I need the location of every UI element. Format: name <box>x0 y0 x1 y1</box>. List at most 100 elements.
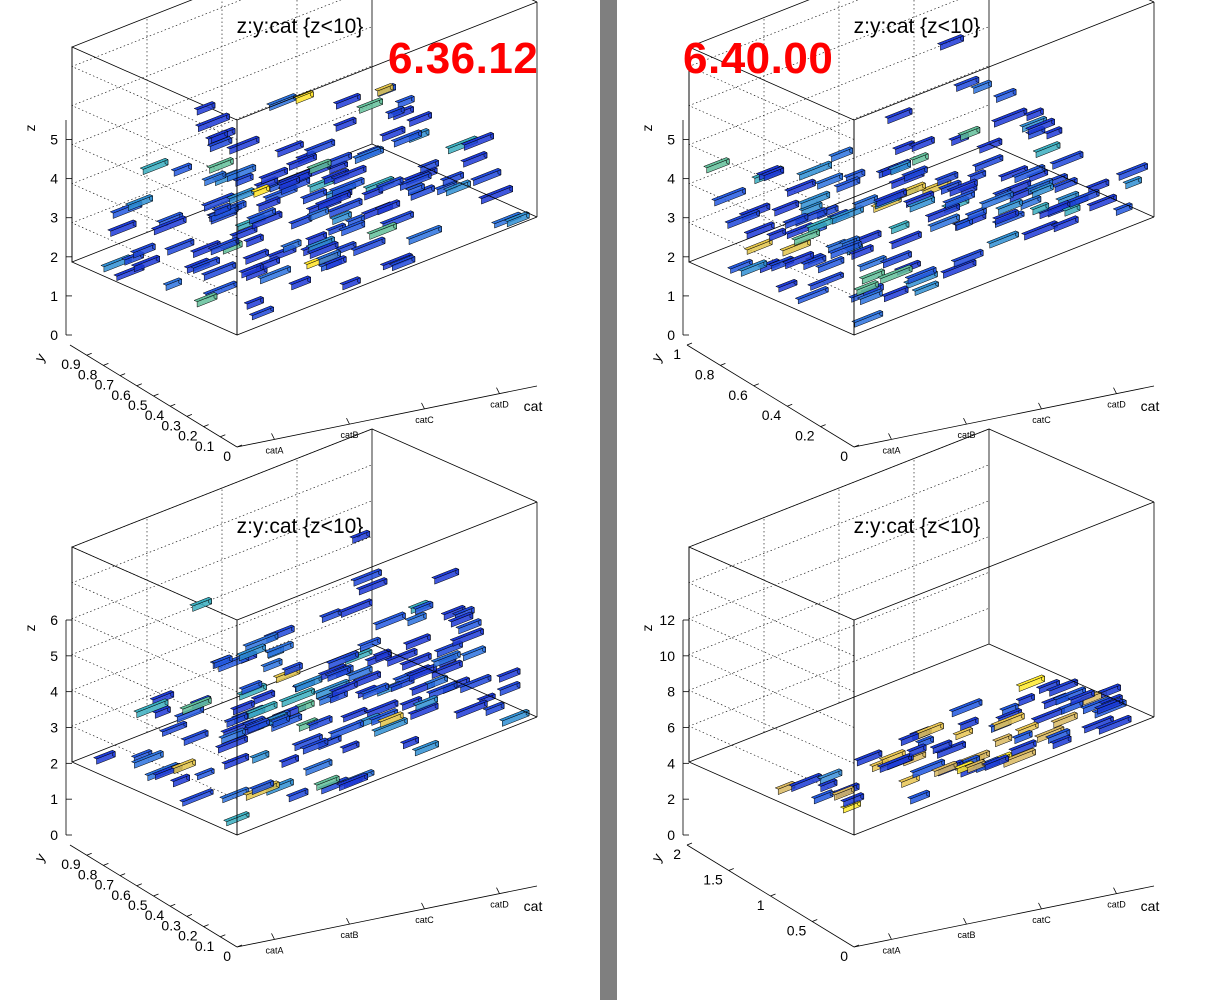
lego-box <box>287 275 312 285</box>
lego-box <box>703 157 730 169</box>
lego-box <box>906 743 927 752</box>
y-tick-label: 0.2 <box>178 928 198 944</box>
lego-box <box>765 227 787 236</box>
lego-box <box>276 175 301 186</box>
lego-box <box>804 215 837 228</box>
lego-box <box>914 721 945 734</box>
lego-box <box>879 250 913 264</box>
lego-box <box>1044 728 1071 739</box>
y-tick-label: 0.8 <box>78 366 98 382</box>
x-tick <box>963 417 967 425</box>
lego-box <box>193 767 215 776</box>
y-tick-label: 0.8 <box>78 866 98 882</box>
lego-box <box>1045 678 1079 692</box>
y-tick-label: 0.1 <box>195 938 215 954</box>
lego-box <box>1032 141 1061 153</box>
z-tick-label: 0 <box>50 827 58 843</box>
y-tick-label: 0.2 <box>795 428 815 444</box>
x-tick-label: catA <box>882 945 900 955</box>
lego-box <box>990 107 1028 123</box>
lego-box <box>431 567 460 580</box>
lego-box <box>981 754 1010 766</box>
lego-box <box>948 698 983 712</box>
x-tick <box>421 402 425 410</box>
z-tick-label: 4 <box>50 684 58 700</box>
lego-box <box>345 665 373 677</box>
lego-box <box>877 264 913 279</box>
lego-box <box>1033 725 1065 738</box>
frame-line <box>853 1 1155 121</box>
lego-box <box>130 749 153 758</box>
lego-box <box>339 740 360 749</box>
lego-box <box>790 228 821 241</box>
y-tick-label: 0.5 <box>787 923 807 939</box>
y-tick-label: 1 <box>673 346 681 362</box>
x-tick-label: catA <box>265 445 283 455</box>
lego-box <box>220 752 250 765</box>
x-axis <box>853 385 1155 448</box>
lego-box <box>250 184 271 193</box>
x-tick-label: catB <box>957 430 975 440</box>
lego-box <box>200 261 237 276</box>
x-tick-label: catB <box>340 430 358 440</box>
lego-box <box>355 577 388 590</box>
lego-box <box>374 83 394 92</box>
x-tick <box>1113 887 1117 894</box>
lego-box <box>711 187 747 201</box>
lego-box <box>303 138 336 152</box>
lego-box <box>738 202 771 216</box>
lego-box <box>368 708 399 721</box>
lego-box <box>1098 693 1124 704</box>
lego-box <box>1093 697 1123 710</box>
lego-box <box>503 211 530 222</box>
lego-box <box>994 708 1023 720</box>
y-tick <box>136 883 142 887</box>
y-tick <box>153 893 159 897</box>
lego-box <box>292 674 323 688</box>
grid-line <box>688 464 990 657</box>
y-tick <box>728 868 734 871</box>
lego-box <box>376 711 404 723</box>
lego-box <box>851 310 884 323</box>
lego-box <box>302 758 333 771</box>
lego-box <box>207 129 229 139</box>
lego-box <box>193 292 218 302</box>
lego-box <box>1097 683 1122 693</box>
lego-box <box>170 758 197 769</box>
lego-box <box>337 598 373 613</box>
lego-box <box>417 159 440 168</box>
z-axis-label: z <box>639 625 655 632</box>
y-tick <box>820 424 826 427</box>
lego-box <box>405 224 443 240</box>
lego-box <box>469 168 502 181</box>
grid-line <box>71 0 342 179</box>
z-tick-label: 12 <box>659 612 675 628</box>
lego-box <box>412 695 439 706</box>
lego-plot: z:y:cat {z<10}024681012z00.511.52ycatAca… <box>639 428 1159 964</box>
z-axis-label: z <box>22 125 38 132</box>
lego-box <box>449 627 485 642</box>
lego-box <box>339 706 368 718</box>
lego-box <box>225 187 256 200</box>
lego-box <box>200 192 236 207</box>
y-axis <box>686 344 855 448</box>
x-axis <box>853 885 1155 948</box>
frame-line <box>988 643 1155 718</box>
lego-box <box>107 219 137 232</box>
grid-line <box>71 536 373 728</box>
grid-line <box>71 65 373 258</box>
x-tick-label: catA <box>882 445 900 455</box>
lego-box <box>1052 686 1087 700</box>
lego-box <box>906 789 931 800</box>
lego-box <box>315 249 342 260</box>
lego-box <box>966 169 987 178</box>
lego-box <box>957 125 981 136</box>
lego-box <box>180 729 209 741</box>
z-tick-label: 3 <box>50 720 58 736</box>
lego-box <box>978 190 1014 205</box>
lego-box <box>325 650 360 664</box>
lego-box <box>1095 714 1132 730</box>
lego-box <box>245 207 277 220</box>
lego-plot: z:y:cat {z<10}0123456z00.10.20.30.40.50.… <box>22 428 542 964</box>
y-tick <box>220 934 226 938</box>
